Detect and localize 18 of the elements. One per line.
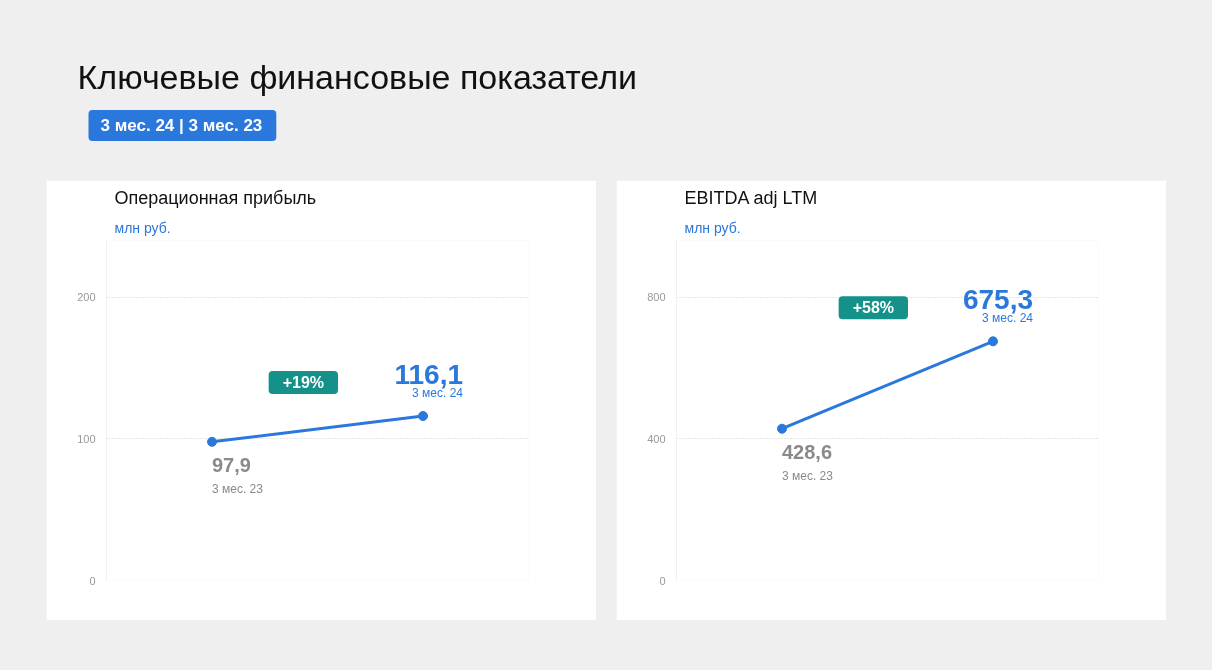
chart-title: Операционная прибыль [114,187,317,208]
data-label: 97,9 [212,453,251,476]
y-tick-label: 200 [77,291,96,304]
text: Ключевые финансовые показатели [77,57,637,96]
chart-title: EBITDA adj LTM [684,187,818,208]
text: 3 мес. 24 | 3 мес. 23 [100,116,263,135]
y-tick-label: 0 [89,574,96,587]
chart-subtitle: млн руб. [114,219,171,236]
y-tick-label: 100 [77,432,96,445]
chart-subtitle: млн руб. [684,219,741,236]
data-label: 428,6 [782,440,833,463]
annotation: +19% [282,374,325,392]
y-tick-label: 800 [647,291,666,304]
x-tick-label: 3 мес. 23 [782,468,834,483]
annotation: +58% [852,299,895,317]
y-tick-label: 0 [659,574,666,587]
x-tick-label: 3 мес. 23 [212,481,264,496]
y-tick-label: 400 [647,432,666,445]
